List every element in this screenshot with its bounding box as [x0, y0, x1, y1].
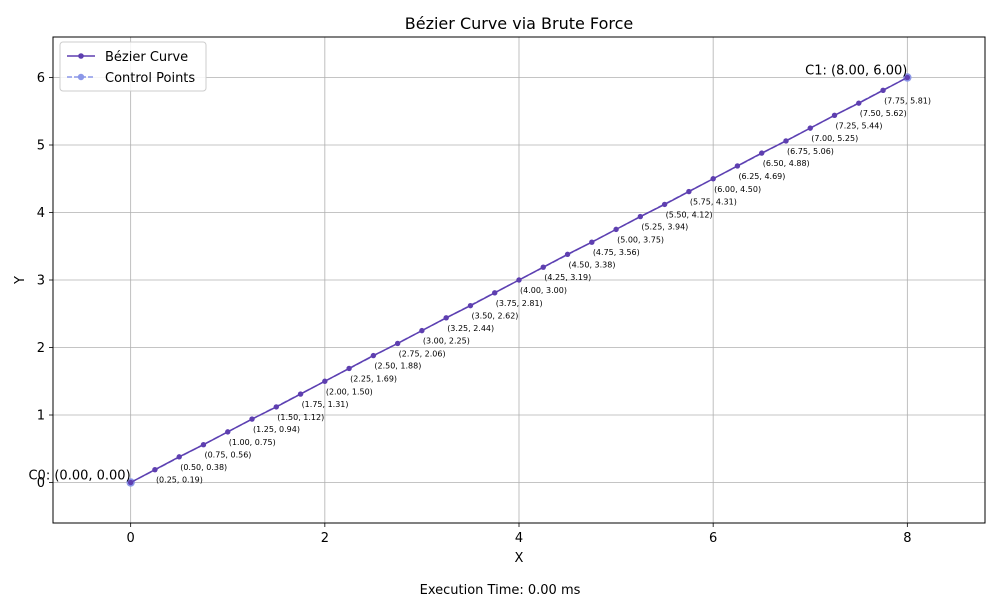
bezier-point-marker [370, 352, 377, 359]
bezier-point-marker [176, 454, 182, 460]
point-label: (6.00, 4.50) [714, 185, 761, 194]
bezier-point-marker [686, 188, 692, 195]
y-tick-label: 6 [37, 71, 45, 86]
bezier-point-marker [540, 264, 546, 270]
point-label: (0.25, 0.19) [156, 476, 203, 485]
control-point-label: C1: (8.00, 6.00) [805, 64, 907, 79]
bezier-point-marker [516, 277, 522, 283]
x-tick-label: 8 [903, 531, 911, 546]
bezier-point-marker [273, 404, 279, 410]
bezier-point-marker [394, 340, 401, 347]
bezier-point-marker [856, 100, 862, 106]
bezier-point-marker [249, 416, 255, 422]
point-label: (3.75, 2.81) [496, 299, 543, 308]
point-label: (1.50, 1.12) [277, 413, 324, 422]
legend-box [59, 41, 207, 92]
bezier-point-marker [661, 201, 668, 208]
chart-title: Bézier Curve via Brute Force [405, 14, 633, 33]
bezier-point-marker [200, 442, 207, 448]
point-label: (1.25, 0.94) [253, 425, 300, 434]
y-tick-label: 0 [37, 476, 45, 491]
point-label: (3.25, 2.44) [447, 324, 494, 333]
point-label: (4.75, 3.56) [593, 248, 640, 257]
bezier-point-marker [613, 226, 619, 233]
y-tick-label: 5 [37, 139, 45, 154]
y-axis-label: Y [13, 276, 28, 285]
bezier-point-marker [831, 112, 838, 119]
point-label: (6.25, 4.69) [738, 172, 785, 181]
bezier-point-marker [443, 315, 449, 321]
point-label: (1.00, 0.75) [229, 438, 276, 447]
point-label: (5.50, 4.12) [666, 210, 713, 219]
point-label: (2.50, 1.88) [374, 362, 421, 371]
legend-control-label: Control Points [105, 71, 195, 86]
point-label: (7.75, 5.81) [884, 96, 931, 105]
point-label: (3.50, 2.62) [471, 312, 518, 321]
y-tick-label: 3 [37, 274, 45, 289]
bezier-point-marker [225, 429, 231, 435]
point-label: (7.00, 5.25) [811, 134, 858, 143]
point-label: (2.25, 1.69) [350, 374, 397, 383]
legend-curve-marker [78, 53, 84, 59]
point-label: (3.00, 2.25) [423, 337, 470, 346]
x-axis-label: X [515, 551, 524, 566]
bezier-point-marker [492, 290, 498, 296]
bezier-point-marker [419, 327, 425, 334]
point-label: (7.50, 5.62) [860, 109, 907, 118]
point-label: (5.75, 4.31) [690, 198, 737, 207]
bezier-point-marker [322, 378, 328, 384]
point-label: (6.50, 4.88) [763, 159, 810, 168]
x-tick-label: 0 [127, 531, 135, 546]
bezier-point-marker [589, 239, 595, 245]
bezier-point-marker [880, 87, 886, 94]
bezier-point-marker [346, 365, 352, 372]
control-point-label: C0: (0.00, 0.00) [28, 469, 130, 484]
legend-control-marker [77, 73, 85, 81]
point-label: (6.75, 5.06) [787, 147, 834, 156]
x-tick-label: 2 [321, 531, 329, 546]
bezier-point-marker [710, 176, 716, 182]
x-axis-ticks: 0 2 4 6 8 [127, 523, 911, 546]
bezier-point-marker [564, 251, 571, 258]
point-label: (2.00, 1.50) [326, 387, 373, 396]
bezier-point-marker [127, 479, 134, 486]
bezier-point-marker [467, 302, 474, 309]
point-label: (4.00, 3.00) [520, 286, 567, 295]
bezier-point-marker [152, 466, 158, 473]
bezier-point-marker [734, 163, 741, 169]
point-label: (1.75, 1.31) [302, 400, 349, 409]
bezier-point-marker [904, 74, 911, 81]
bezier-point-marker [759, 150, 765, 156]
bezier-curve-series [127, 74, 911, 486]
point-label: (0.50, 0.38) [180, 463, 227, 472]
bezier-point-marker [783, 138, 789, 144]
legend-curve-label: Bézier Curve [105, 50, 188, 65]
point-label: (5.00, 3.75) [617, 235, 664, 244]
legend: Bézier Curve Control Points [59, 41, 207, 92]
point-labels: (0.25, 0.19) (0.50, 0.38) (0.75, 0.56) (1.0… [156, 96, 931, 484]
y-tick-label: 1 [37, 409, 45, 424]
y-tick-label: 4 [37, 206, 45, 221]
point-label: (5.25, 3.94) [641, 223, 688, 232]
y-axis-ticks: 0 1 2 3 4 5 6 [37, 71, 53, 491]
y-tick-label: 2 [37, 341, 45, 356]
point-label: (4.25, 3.19) [544, 273, 591, 282]
point-label: (0.75, 0.56) [204, 451, 251, 460]
bezier-point-marker [807, 125, 813, 131]
bezier-point-marker [637, 213, 644, 220]
point-label: (4.50, 3.38) [569, 260, 616, 269]
x-tick-label: 4 [515, 531, 523, 546]
execution-time: Execution Time: 0.00 ms [420, 583, 581, 598]
control-labels: C0: (0.00, 0.00) C1: (8.00, 6.00) [28, 64, 907, 484]
point-label: (2.75, 2.06) [399, 349, 446, 358]
x-tick-label: 6 [709, 531, 717, 546]
bezier-point-marker [297, 391, 304, 397]
point-label: (7.25, 5.44) [836, 121, 883, 130]
